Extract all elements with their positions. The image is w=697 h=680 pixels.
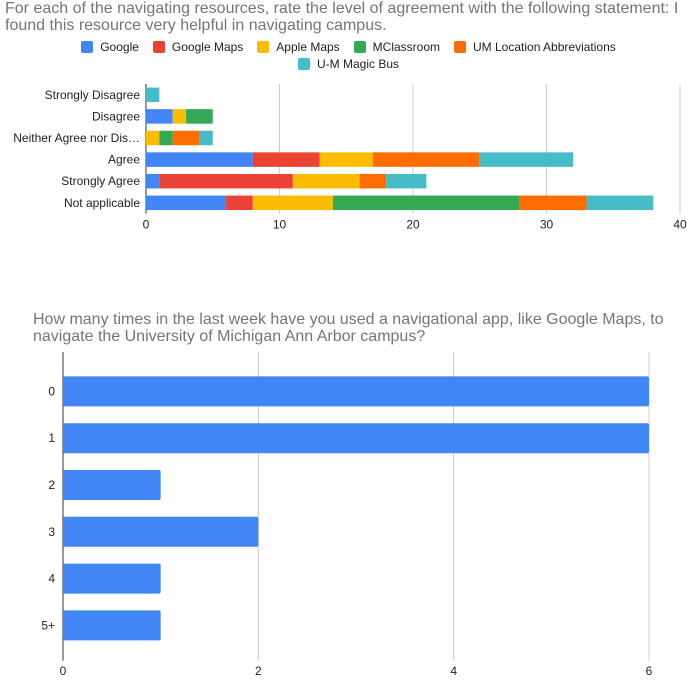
x-tick-label: 6 (646, 664, 653, 678)
bar-u-m-magic-bus-neither-agree-nor-dis (199, 130, 213, 146)
bar-apple-maps-strongly-agree (292, 173, 360, 189)
bar-5 (63, 610, 161, 641)
category-label: Disagree (92, 109, 140, 123)
x-tick-label: 0 (143, 218, 150, 232)
bar-google-not-applicable (146, 195, 227, 211)
legend-item-um-location-abbreviations[interactable]: UM Location Abbreviations (454, 40, 616, 54)
x-tick-label: 10 (273, 218, 287, 232)
legend-swatch (353, 40, 366, 53)
bar-um-location-abbreviations-agree (372, 152, 480, 167)
legend-label: Google Maps (171, 39, 244, 54)
legend-row: U-M Magic Bus (0, 55, 697, 72)
bar-mclassroom-not-applicable (332, 195, 520, 211)
bar-um-location-abbreviations-strongly-agree (359, 173, 387, 189)
category-label: 4 (48, 572, 55, 586)
legend-label: Google (100, 39, 139, 54)
legend-label: Apple Maps (276, 39, 340, 54)
legend-swatch (81, 40, 94, 53)
legend-swatch (297, 57, 310, 70)
category-label: 3 (48, 525, 55, 539)
bar-2 (63, 470, 161, 500)
legend-item-google[interactable]: Google (81, 40, 139, 54)
bar-u-m-magic-bus-not-applicable (586, 195, 654, 211)
bar-0 (63, 376, 649, 407)
category-label: 0 (48, 384, 55, 398)
legend-label: UM Location Abbreviations (473, 39, 616, 54)
legend-row: Google Google Maps Apple Maps MClassroom UM … (0, 38, 697, 55)
bar-1 (63, 423, 649, 454)
bar-um-location-abbreviations-not-applicable (519, 195, 587, 211)
bar-4 (63, 563, 161, 594)
category-label: 2 (48, 478, 55, 492)
category-label: Strongly Disagree (45, 88, 141, 102)
chart1-legend: Google Google Maps Apple Maps MClassroom UM … (0, 38, 697, 72)
legend-swatch (257, 40, 270, 53)
x-tick-label: 30 (540, 218, 554, 232)
x-tick-label: 20 (406, 218, 420, 232)
category-label: Not applicable (64, 196, 140, 210)
bar-um-location-abbreviations-neither-agree-nor-dis (172, 130, 200, 146)
legend-label: MClassroom (372, 39, 441, 54)
category-label: Strongly Agree (61, 174, 140, 188)
category-label: Neither Agree nor Dis… (13, 131, 140, 145)
bar-mclassroom-disagree (186, 109, 213, 124)
x-tick-label: 40 (673, 218, 687, 232)
bar-3 (63, 516, 259, 547)
bar-u-m-magic-bus-strongly-disagree (146, 87, 160, 103)
bar-google-maps-not-applicable (226, 195, 253, 211)
bar-apple-maps-disagree (172, 109, 187, 124)
x-tick-label: 0 (60, 664, 67, 678)
legend-item-mclassroom[interactable]: MClassroom (353, 39, 441, 54)
bar-mclassroom-neither-agree-nor-dis (159, 130, 173, 146)
legend-swatch (454, 40, 467, 53)
chart1-plot: 0 10 20 30 40 Strongly Disagree Disagree Neithe… (13, 84, 687, 232)
bar-google-disagree (146, 109, 173, 124)
bar-apple-maps-neither-agree-nor-dis (146, 130, 160, 146)
bar-apple-maps-not-applicable (252, 195, 333, 211)
bar-google-maps-strongly-agree (159, 173, 293, 189)
chart1-title: For each of the navigating resources, ra… (5, 0, 679, 34)
bar-google-agree (146, 152, 253, 167)
bar-google-maps-agree (252, 152, 320, 167)
bar-u-m-magic-bus-agree (479, 152, 574, 167)
category-label: Agree (108, 153, 140, 167)
chart2-title: How many times in the last week have you… (33, 311, 664, 345)
legend-label: U-M Magic Bus (316, 56, 399, 71)
x-tick-label: 4 (450, 664, 457, 678)
legend-item-apple-maps[interactable]: Apple Maps (257, 39, 340, 54)
legend-swatch (152, 40, 165, 53)
bar-apple-maps-agree (319, 152, 373, 167)
legend-item-u-m-magic-bus[interactable]: U-M Magic Bus (297, 56, 399, 71)
legend-item-google-maps[interactable]: Google Maps (152, 39, 244, 54)
category-label: 1 (48, 431, 55, 445)
category-label: 5+ (41, 618, 55, 632)
bar-u-m-magic-bus-strongly-agree (386, 173, 427, 189)
x-tick-label: 2 (255, 664, 262, 678)
bar-google-strongly-agree (146, 173, 160, 189)
